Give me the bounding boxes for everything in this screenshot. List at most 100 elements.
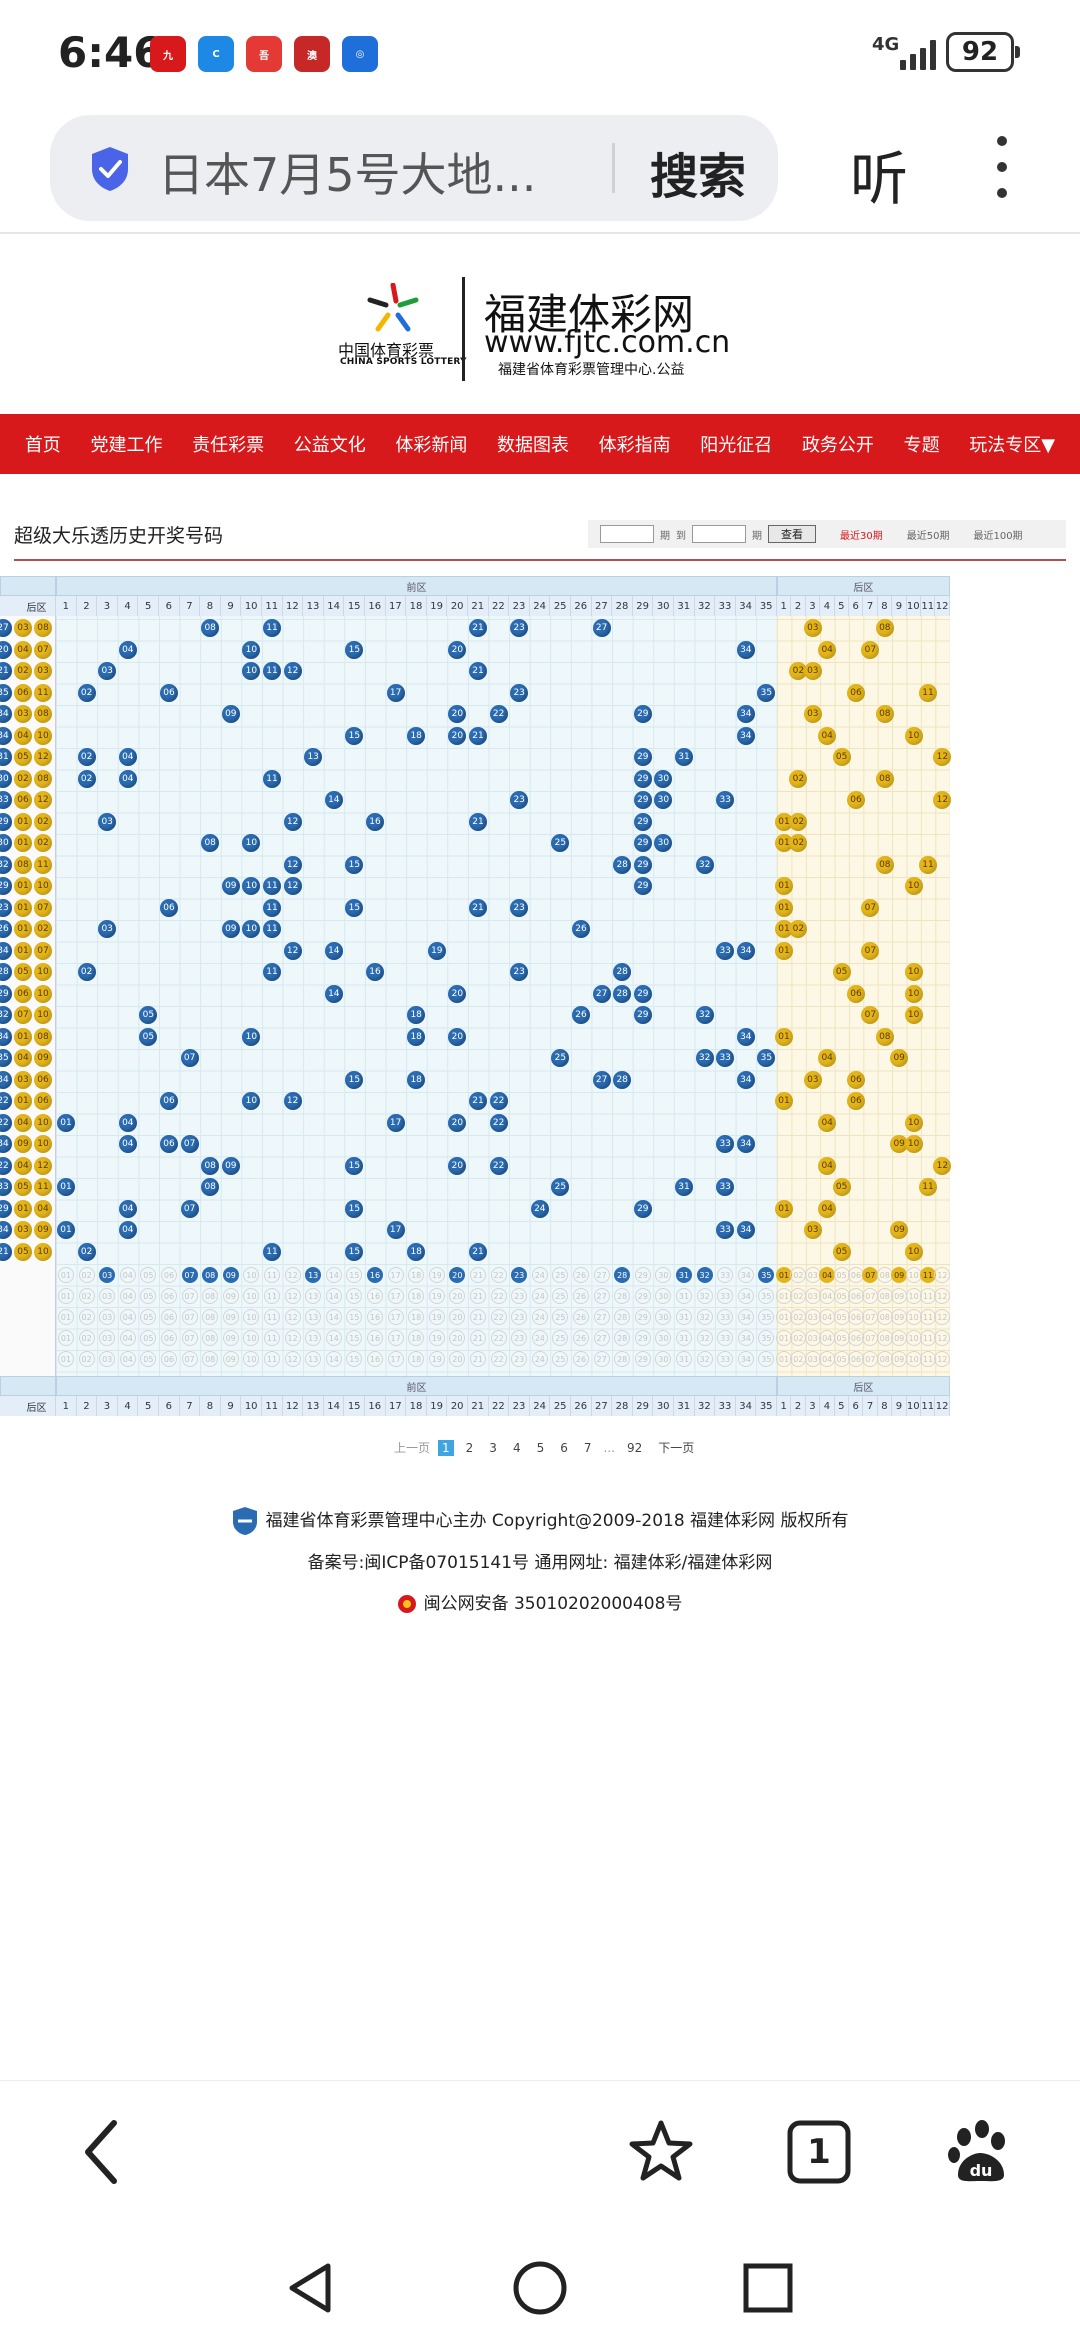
pick-front-28[interactable]: 28 [614,1309,631,1325]
pick-front-3[interactable]: 03 [99,1267,116,1283]
pick-front-32[interactable]: 32 [696,1351,713,1367]
pick-front-16[interactable]: 16 [367,1288,383,1304]
pick-front-8[interactable]: 08 [202,1330,219,1346]
pick-front-15[interactable]: 15 [346,1288,363,1304]
page-4[interactable]: 4 [512,1440,521,1455]
pick-front-3[interactable]: 03 [99,1351,116,1367]
pick-front-28[interactable]: 28 [614,1330,631,1346]
pick-front-32[interactable]: 32 [696,1309,713,1325]
pick-back-12[interactable]: 12 [934,1288,951,1304]
nav-item-8[interactable]: 政务公开 [801,435,874,456]
page-6[interactable]: 6 [560,1440,568,1455]
pick-front-7[interactable]: 07 [181,1267,198,1283]
page-5[interactable]: 5 [536,1440,545,1455]
pick-front-30[interactable]: 30 [655,1351,672,1367]
pick-front-14[interactable]: 14 [325,1267,342,1283]
pick-front-15[interactable]: 15 [346,1309,363,1325]
pick-front-2[interactable]: 02 [78,1309,95,1325]
period-start-input[interactable] [600,525,654,543]
pick-front-10[interactable]: 10 [243,1267,260,1283]
pick-front-17[interactable]: 17 [387,1330,404,1346]
pick-front-6[interactable]: 06 [161,1330,177,1346]
pick-front-25[interactable]: 25 [552,1267,569,1283]
pick-front-23[interactable]: 23 [511,1267,528,1283]
tabs-button[interactable]: 1 [784,2117,854,2187]
pick-front-8[interactable]: 08 [202,1309,219,1325]
pick-front-29[interactable]: 29 [634,1330,651,1346]
pick-front-8[interactable]: 08 [202,1288,219,1304]
prev-page-link[interactable]: 上一页 [394,1441,431,1455]
pick-front-18[interactable]: 18 [408,1267,425,1283]
pick-front-33[interactable]: 33 [717,1351,734,1367]
pick-front-24[interactable]: 24 [531,1351,548,1367]
pick-front-5[interactable]: 05 [140,1267,157,1283]
next-page-link[interactable]: 下一页 [658,1441,695,1455]
pick-front-31[interactable]: 31 [676,1267,692,1283]
pick-front-27[interactable]: 27 [593,1288,610,1304]
pick-front-34[interactable]: 34 [737,1330,754,1346]
pick-front-31[interactable]: 31 [676,1351,692,1367]
pick-front-32[interactable]: 32 [696,1267,713,1283]
pick-front-26[interactable]: 26 [573,1330,589,1346]
pick-front-4[interactable]: 04 [119,1351,136,1367]
pick-front-17[interactable]: 17 [387,1309,404,1325]
pick-front-24[interactable]: 24 [531,1330,548,1346]
page-last[interactable]: 92 [626,1440,643,1455]
page-7[interactable]: 7 [583,1440,592,1455]
pick-front-11[interactable]: 11 [264,1288,280,1304]
pick-front-29[interactable]: 29 [634,1351,651,1367]
pick-front-28[interactable]: 28 [614,1288,631,1304]
pick-front-10[interactable]: 10 [243,1330,260,1346]
pick-front-16[interactable]: 16 [367,1267,383,1283]
pick-front-12[interactable]: 12 [284,1351,301,1367]
pick-front-34[interactable]: 34 [737,1288,754,1304]
baidu-paw-icon[interactable]: du [944,2117,1014,2187]
search-query[interactable]: 日本7月5号大地... [158,148,537,202]
nav-item-2[interactable]: 责任彩票 [192,435,265,456]
pick-front-8[interactable]: 08 [202,1351,219,1367]
pick-front-27[interactable]: 27 [593,1309,610,1325]
pick-front-23[interactable]: 23 [511,1288,528,1304]
pick-front-15[interactable]: 15 [346,1267,363,1283]
pick-back-12[interactable]: 12 [934,1267,951,1283]
pick-front-8[interactable]: 08 [202,1267,219,1283]
pick-front-1[interactable]: 01 [58,1351,74,1367]
pick-back-12[interactable]: 12 [934,1309,951,1325]
pick-front-2[interactable]: 02 [78,1351,95,1367]
pick-front-5[interactable]: 05 [140,1288,157,1304]
pick-front-20[interactable]: 20 [449,1267,466,1283]
page-1[interactable]: 1 [438,1439,454,1456]
pick-front-2[interactable]: 02 [78,1267,95,1283]
pick-front-9[interactable]: 09 [222,1267,239,1283]
pick-front-9[interactable]: 09 [222,1330,239,1346]
browser-search-bar[interactable]: 日本7月5号大地... 搜索 [50,115,778,221]
system-home-icon[interactable] [510,2258,570,2318]
pick-front-3[interactable]: 03 [99,1309,116,1325]
nav-item-7[interactable]: 阳光征召 [700,435,773,456]
pick-back-9[interactable]: 09 [891,1267,908,1283]
pick-front-21[interactable]: 21 [470,1309,486,1325]
pick-back-12[interactable]: 12 [934,1330,951,1346]
pick-front-21[interactable]: 21 [470,1288,486,1304]
pick-front-20[interactable]: 20 [449,1330,466,1346]
pick-front-11[interactable]: 11 [264,1351,280,1367]
pick-front-1[interactable]: 01 [58,1288,74,1304]
pick-front-26[interactable]: 26 [573,1288,589,1304]
pick-back-11[interactable]: 11 [920,1267,936,1283]
pick-back-4[interactable]: 04 [819,1267,836,1283]
period-end-input[interactable] [692,525,746,543]
pick-front-5[interactable]: 05 [140,1351,157,1367]
system-recents-icon[interactable] [738,2258,798,2318]
pick-front-3[interactable]: 03 [99,1288,116,1304]
pick-front-2[interactable]: 02 [78,1330,95,1346]
pick-back-12[interactable]: 12 [934,1351,951,1367]
system-back-icon[interactable] [280,2258,340,2318]
pick-front-1[interactable]: 01 [58,1309,74,1325]
pick-front-18[interactable]: 18 [408,1288,425,1304]
pick-front-25[interactable]: 25 [552,1288,569,1304]
pick-front-4[interactable]: 04 [119,1309,136,1325]
pick-front-15[interactable]: 15 [346,1330,363,1346]
pick-front-33[interactable]: 33 [717,1267,734,1283]
pick-front-25[interactable]: 25 [552,1309,569,1325]
pick-front-12[interactable]: 12 [284,1309,301,1325]
